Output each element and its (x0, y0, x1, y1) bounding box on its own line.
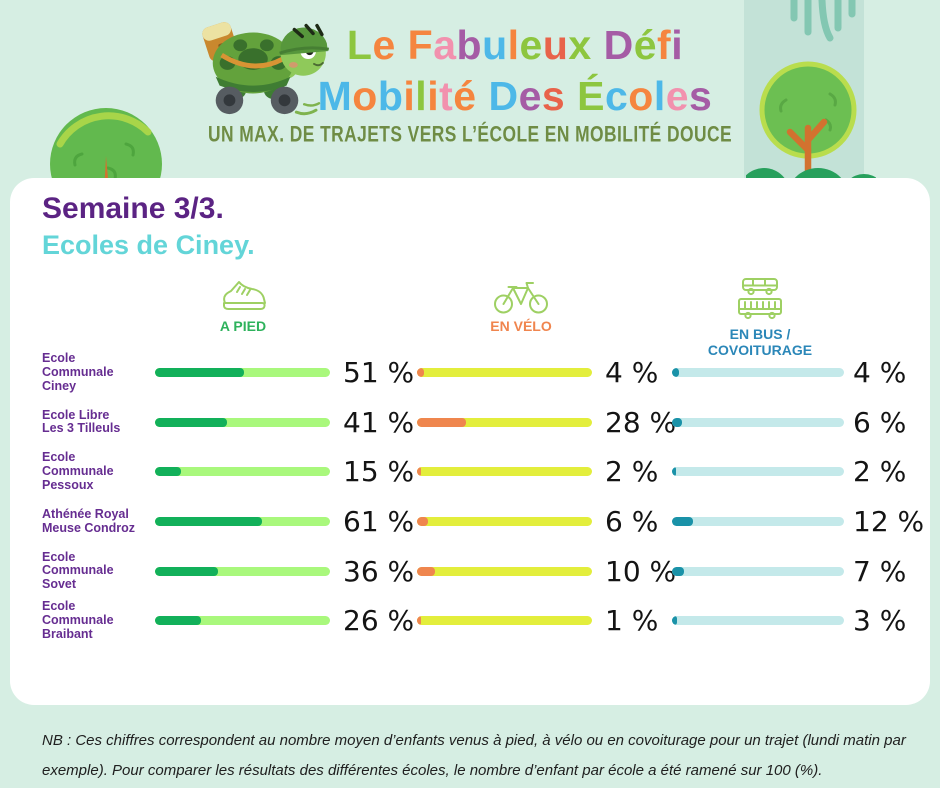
tree-illustration (746, 61, 876, 186)
bike-bar-fill (417, 467, 421, 477)
bus-bar-fill (672, 616, 678, 626)
bus-bar-track (672, 616, 844, 626)
week-title: Semaine 3/3. (42, 192, 224, 225)
walk-percentage: 36 % (343, 554, 415, 588)
walk-bar-track (155, 616, 330, 626)
grass-icon (790, 0, 856, 42)
bus-percentage: 6 % (853, 405, 907, 439)
school-row: Ecole Communale Pessoux 15 % 2 % 2 % (42, 447, 920, 497)
bus-carpool-icon (738, 278, 782, 320)
bus-bar-fill (672, 517, 693, 527)
walk-bar-fill (155, 616, 201, 626)
walk-percentage: 26 % (343, 604, 415, 638)
school-name: Ecole Communale Pessoux (42, 450, 114, 492)
bike-bar-track (417, 517, 592, 527)
bus-bar-track (672, 467, 844, 477)
bike-bar-fill (417, 616, 421, 626)
bike-bar-track (417, 368, 592, 378)
bike-percentage: 6 % (605, 505, 659, 539)
walking-shoe-icon (223, 281, 266, 310)
column-label-bus: EN BUS / COVOITURAGE (707, 326, 813, 358)
bike-bar-track (417, 467, 592, 477)
school-name: Ecole Communale Sovet (42, 549, 114, 592)
bike-bar-fill (417, 368, 424, 378)
bus-bar-fill (672, 467, 676, 477)
bus-percentage: 12 % (853, 505, 925, 539)
school-name: Ecole Libre Les 3 Tilleuls (42, 407, 121, 436)
column-header-bus: EN BUS / COVOITURAGE (675, 276, 845, 358)
school-row: Ecole Libre Les 3 Tilleuls 41 % 28 % 6 % (42, 398, 920, 448)
bike-bar-track (417, 566, 592, 576)
walk-bar-fill (155, 566, 218, 576)
walk-bar-track (155, 467, 330, 477)
bus-bar-fill (672, 566, 685, 576)
walk-percentage: 61 % (343, 505, 415, 539)
walk-bar-track (155, 566, 330, 576)
school-row: Athénée Royal Meuse Condroz 61 % 6 % 12 … (42, 497, 925, 547)
schools-subtitle: Ecoles de Ciney. (42, 230, 255, 260)
column-label-bike: EN VÉLO (490, 318, 552, 334)
turtle-mascot-illustration (202, 22, 330, 116)
walk-bar-fill (155, 417, 227, 427)
poster-title: Le Fabuleux Défi Mobilité Des Écoles (290, 20, 740, 122)
walk-percentage: 15 % (343, 455, 415, 489)
bike-bar-fill (417, 417, 466, 427)
school-row: Ecole Communale Sovet 36 % 10 % 7 % (42, 546, 920, 596)
bush-illustration (50, 108, 162, 184)
bus-bar-track (672, 517, 844, 527)
bike-bar-track (417, 616, 592, 626)
school-name: Ecole Communale Braibant (42, 599, 114, 641)
walk-bar-fill (155, 368, 245, 378)
poster-subtitle: UN MAX. DE TRAJETS VERS L’ÉCOLE EN MOBIL… (207, 122, 733, 148)
bike-percentage: 4 % (605, 356, 659, 390)
walk-bar-track (155, 368, 330, 378)
bike-percentage: 1 % (605, 604, 659, 638)
bike-bar-fill (417, 517, 428, 527)
column-header-walking: A PIED (158, 276, 328, 334)
footnote: NB : Ces chiffres correspondent au nombr… (42, 732, 906, 779)
bus-bar-fill (672, 417, 683, 427)
walk-percentage: 41 % (343, 405, 415, 439)
bus-percentage: 3 % (853, 604, 907, 638)
bicycle-icon (494, 282, 548, 314)
bus-bar-fill (672, 368, 679, 378)
poster-title-line-1: Le Fabuleux Défi (346, 22, 684, 68)
bus-bar-track (672, 368, 844, 378)
school-name: Athénée Royal Meuse Condroz (42, 506, 136, 535)
school-row: Ecole Communale Ciney 51 % 4 % 4 % (42, 348, 920, 398)
bus-bar-track (672, 417, 844, 427)
walk-bar-track (155, 417, 330, 427)
walk-percentage: 51 % (343, 356, 415, 390)
bus-percentage: 2 % (853, 455, 907, 489)
column-header-bike: EN VÉLO (436, 276, 606, 334)
results-rows: Ecole Communale Ciney 51 % 4 % 4 % Ecole… (42, 348, 925, 646)
walk-bar-fill (155, 467, 182, 477)
bus-percentage: 4 % (853, 356, 907, 390)
bike-percentage: 28 % (605, 405, 677, 439)
walk-bar-track (155, 517, 330, 527)
bus-percentage: 7 % (853, 554, 907, 588)
school-name: Ecole Communale Ciney (42, 351, 114, 393)
results-card: Semaine 3/3. Ecoles de Ciney. A PIED (10, 178, 930, 705)
bike-bar-fill (417, 566, 435, 576)
school-row: Ecole Communale Braibant 26 % 1 % 3 % (42, 596, 920, 646)
column-label-walking: A PIED (219, 318, 267, 334)
bike-bar-track (417, 417, 592, 427)
walk-bar-fill (155, 517, 262, 527)
poster-title-line-2: Mobilité Des Écoles (317, 73, 713, 119)
bike-percentage: 10 % (605, 554, 677, 588)
bus-bar-track (672, 566, 844, 576)
bike-percentage: 2 % (605, 455, 659, 489)
